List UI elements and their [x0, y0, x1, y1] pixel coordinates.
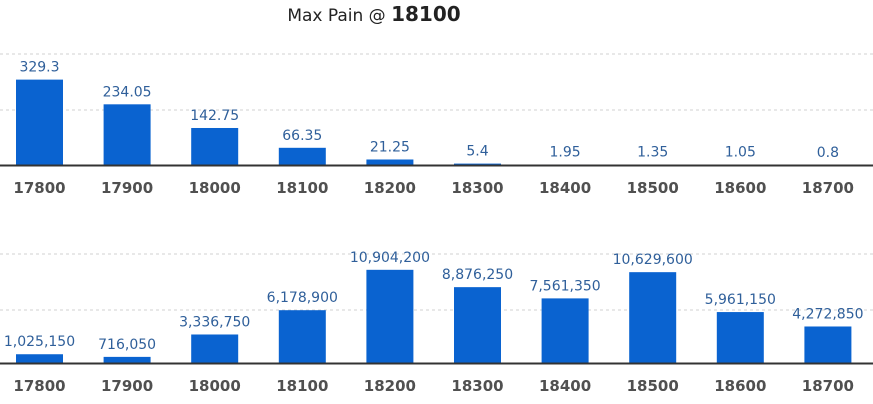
chart-title: Max Pain @ 18100: [0, 2, 748, 26]
top-value-label: 0.8: [817, 145, 839, 161]
premium-bar-chart: 329.3 17800 234.05 17900 142.75 18000 66.35 181…: [0, 53, 873, 197]
bottom-bar-18700: [804, 326, 852, 363]
top-bar-18100: [278, 147, 326, 165]
top-value-label: 5.4: [466, 144, 488, 160]
top-bar-18300: [454, 163, 501, 165]
bottom-value-label: 10,629,600: [613, 252, 693, 268]
bottom-value-label: 3,336,750: [179, 314, 250, 330]
bottom-value-label: 6,178,900: [267, 290, 338, 306]
max-pain-value: 18100: [391, 2, 461, 26]
bottom-tick-label: 18300: [451, 377, 503, 395]
top-tick-label: 18000: [189, 179, 241, 197]
bottom-tick-label: 18100: [276, 377, 328, 395]
top-value-label: 21.25: [370, 139, 410, 155]
top-tick-label: 18200: [364, 179, 416, 197]
top-value-label: 1.05: [725, 145, 756, 161]
bottom-bar-18200: [366, 269, 414, 363]
top-tick-label: 18100: [276, 179, 328, 197]
bottom-bar-18500: [629, 272, 677, 363]
top-tick-label: 17900: [101, 179, 153, 197]
bottom-value-label: 1,025,150: [4, 334, 75, 350]
bottom-tick-label: 18400: [539, 377, 591, 395]
top-value-label: 142.75: [190, 108, 239, 124]
top-bar-17800: [16, 79, 63, 165]
top-tick-label: 18500: [627, 179, 679, 197]
bottom-tick-label: 18600: [714, 377, 766, 395]
bottom-tick-label: 18000: [189, 377, 241, 395]
bottom-value-label: 10,904,200: [350, 250, 430, 266]
bottom-value-label: 4,272,850: [792, 306, 863, 322]
top-bar-18000: [191, 127, 239, 165]
top-value-label: 1.35: [637, 145, 668, 161]
bottom-bar-18000: [191, 334, 239, 363]
bottom-bar-17800: [16, 354, 63, 363]
title-prefix: Max Pain @: [287, 6, 392, 26]
bottom-bar-18100: [278, 310, 326, 363]
bottom-tick-label: 18700: [802, 377, 854, 395]
bottom-bar-18400: [541, 298, 589, 363]
pain-bar-chart: 1,025,150 17800 716,050 17900 3,336,750 18000…: [0, 250, 873, 395]
bottom-tick-label: 17900: [101, 377, 153, 395]
top-value-label: 234.05: [103, 84, 152, 100]
bottom-bar-17900: [103, 356, 151, 363]
bottom-value-label: 5,961,150: [705, 292, 776, 308]
top-tick-label: 18300: [451, 179, 503, 197]
top-value-label: 329.3: [19, 60, 59, 76]
top-tick-label: 18400: [539, 179, 591, 197]
bottom-bar-18600: [716, 312, 764, 363]
top-value-label: 1.95: [550, 144, 581, 160]
bottom-value-label: 716,050: [98, 337, 156, 353]
top-bar-17900: [103, 104, 151, 165]
bottom-tick-label: 17800: [13, 377, 65, 395]
top-value-label: 66.35: [282, 128, 322, 144]
bottom-tick-label: 18200: [364, 377, 416, 395]
top-tick-label: 17800: [13, 179, 65, 197]
bottom-value-label: 7,561,350: [529, 278, 600, 294]
top-tick-label: 18700: [802, 179, 854, 197]
bottom-tick-label: 18500: [627, 377, 679, 395]
top-tick-label: 18600: [714, 179, 766, 197]
top-bar-18200: [366, 159, 414, 165]
bottom-bar-18300: [454, 287, 501, 363]
bottom-value-label: 8,876,250: [442, 267, 513, 283]
